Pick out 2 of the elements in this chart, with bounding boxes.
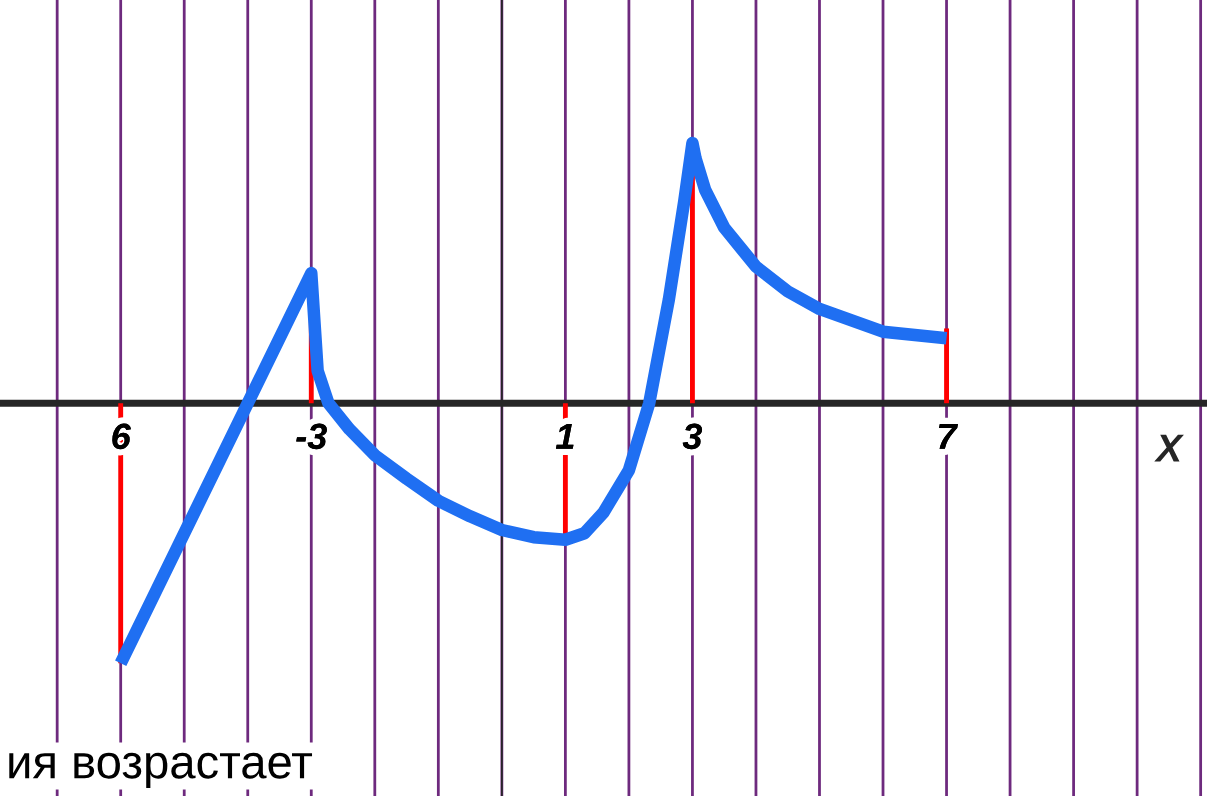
x-axis-title: X — [1154, 434, 1184, 462]
text: ия возрастает — [9, 752, 313, 789]
